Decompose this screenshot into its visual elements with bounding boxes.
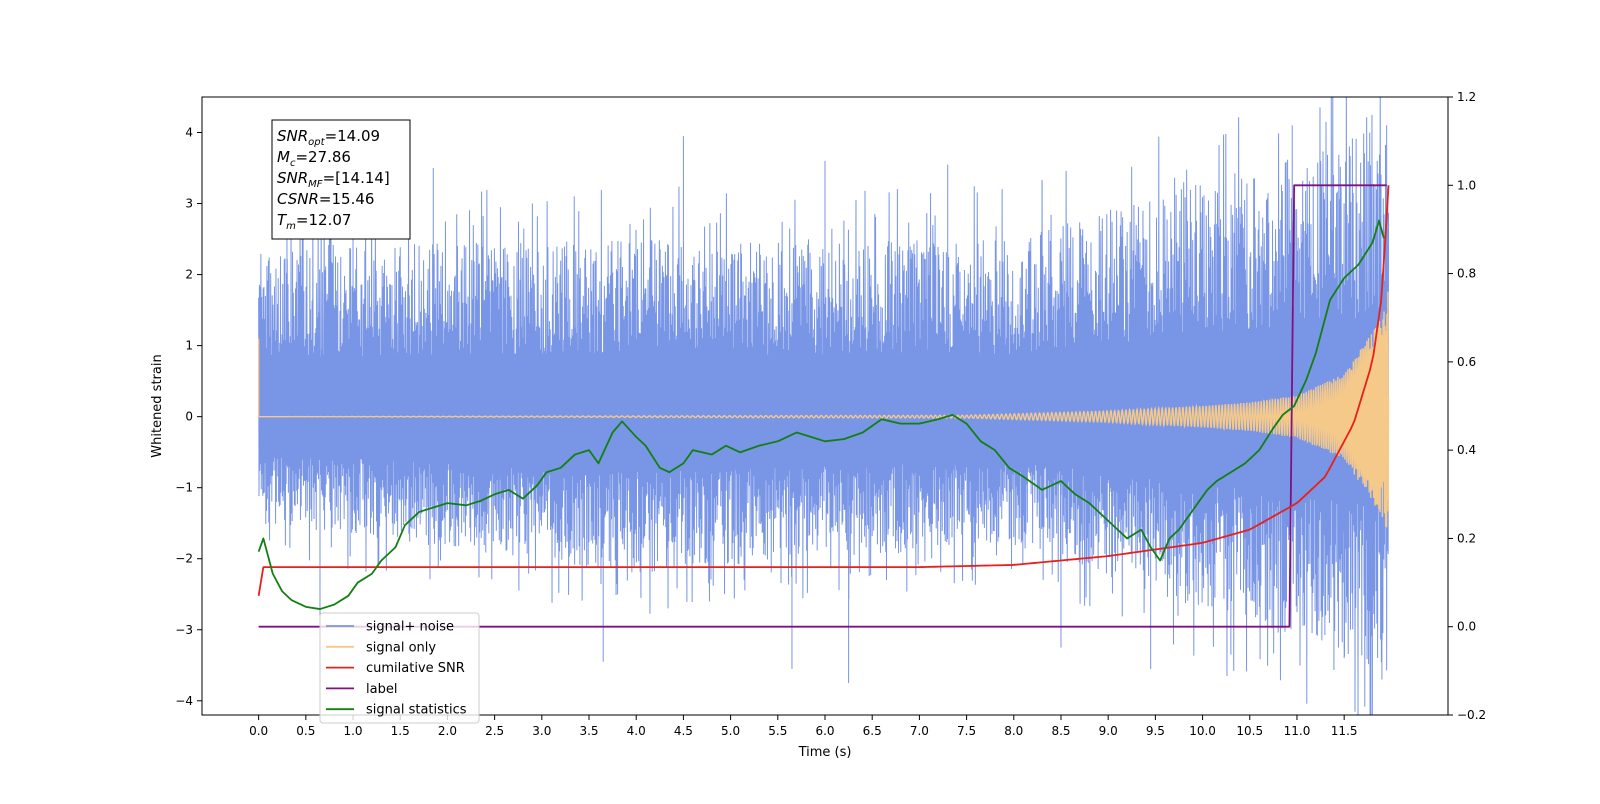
x-tick-label: 8.5 [1051, 724, 1070, 738]
y-axis-left: −4 −3 −2 −1 0 1 2 3 4 [175, 126, 202, 708]
y-left-tick-label: −4 [175, 694, 193, 708]
x-tick-label: 8.0 [1004, 724, 1023, 738]
y-left-tick-label: −1 [175, 481, 193, 495]
y-left-tick-label: 4 [185, 126, 193, 140]
y-left-tick-label: 0 [185, 410, 193, 424]
y-right-tick-label: 1.2 [1457, 90, 1476, 104]
x-tick-label: 10.5 [1236, 724, 1263, 738]
series-layer [257, 97, 1390, 715]
y-left-tick-label: 3 [185, 197, 193, 211]
annotation-line: SNRopt=14.09 [277, 127, 380, 148]
x-tick-label: 5.5 [768, 724, 787, 738]
annotation-value: =12.07 [296, 211, 352, 229]
y-right-tick-label: 0.0 [1457, 620, 1476, 634]
x-tick-label: 6.5 [863, 724, 882, 738]
x-tick-label: 3.0 [532, 724, 551, 738]
annotation-line: Tm=12.07 [277, 211, 351, 232]
annotation-subscript: m [286, 221, 296, 232]
y-right-tick-label: −0.2 [1457, 708, 1486, 722]
legend-label: label [366, 682, 397, 697]
x-tick-label: 7.5 [957, 724, 976, 738]
x-tick-label: 6.0 [815, 724, 834, 738]
legend-label: signal only [366, 640, 436, 655]
y-left-tick-label: 1 [185, 339, 193, 353]
annotation-value: =27.86 [295, 148, 351, 166]
x-tick-label: 11.0 [1284, 724, 1311, 738]
y-right-tick-label: 0.8 [1457, 267, 1476, 281]
annotation-line: Mc=27.86 [277, 148, 351, 169]
annotation-lines: SNRopt=14.09Mc=27.86SNRMF=[14.14]CSNR=15… [277, 127, 390, 232]
annotation-box: SNRopt=14.09Mc=27.86SNRMF=[14.14]CSNR=15… [271, 119, 411, 240]
annotation-value: =[14.14] [323, 169, 390, 187]
legend-items: signal+ noise signal only cumilative SNR la… [326, 620, 467, 718]
y-right-tick-label: 0.6 [1457, 355, 1476, 369]
x-tick-label: 11.5 [1331, 724, 1358, 738]
x-tick-label: 1.5 [391, 724, 410, 738]
annotation-symbol: SNR [277, 127, 308, 145]
x-tick-label: 0.0 [249, 724, 268, 738]
x-tick-label: 2.5 [485, 724, 504, 738]
annotation-line: SNRMF=[14.14] [277, 169, 390, 190]
annotation-symbol: M [277, 148, 290, 166]
annotation-subscript: c [290, 158, 296, 169]
series-cumulative-snr-line [257, 185, 1390, 596]
annotation-symbol: CSNR [277, 190, 319, 208]
annotation-symbol: T [277, 211, 288, 229]
annotation-line: CSNR=15.46 [277, 190, 374, 208]
legend-label: cumilative SNR [366, 661, 465, 676]
legend-label: signal statistics [366, 703, 467, 718]
series-signal-only-line [257, 291, 1390, 528]
x-tick-label: 4.0 [627, 724, 646, 738]
x-axis-label: Time (s) [798, 745, 852, 760]
y-axis-left-label: Whitened strain [150, 354, 165, 457]
annotation-symbol: SNR [277, 169, 308, 187]
y-left-tick-label: 2 [185, 268, 193, 282]
legend-frame [319, 612, 480, 724]
legend-label: signal+ noise [366, 620, 454, 635]
annotation-subscript: MF [308, 179, 323, 190]
x-tick-label: 4.5 [674, 724, 693, 738]
x-tick-label: 2.0 [438, 724, 457, 738]
annotation-value: =14.09 [325, 127, 381, 145]
y-right-tick-label: 0.2 [1457, 531, 1476, 545]
x-tick-label: 10.0 [1189, 724, 1216, 738]
legend: signal+ noise signal only cumilative SNR la… [319, 612, 480, 724]
x-tick-label: 1.0 [343, 724, 362, 738]
y-right-tick-label: 1.0 [1457, 178, 1476, 192]
y-right-tick-label: 0.4 [1457, 443, 1476, 457]
x-axis: 0.0 0.5 1.0 1.5 2.0 2.5 3.0 3.5 4.0 4.5 5.0 5.5 6.0 6… [249, 715, 1358, 738]
x-tick-label: 9.5 [1146, 724, 1165, 738]
x-tick-label: 9.0 [1099, 724, 1118, 738]
series-label-line [258, 184, 1387, 628]
x-tick-label: 5.0 [721, 724, 740, 738]
annotation-frame [271, 119, 411, 240]
x-tick-label: 7.0 [910, 724, 929, 738]
y-left-tick-label: −2 [175, 552, 193, 566]
y-axis-right: −0.2 0.0 0.2 0.4 0.6 0.8 1.0 1.2 [1448, 90, 1486, 722]
x-tick-label: 0.5 [296, 724, 315, 738]
annotation-value: =15.46 [319, 190, 375, 208]
series-signal-statistics-line [257, 219, 1385, 610]
y-left-tick-label: −3 [175, 623, 193, 637]
x-tick-label: 3.5 [579, 724, 598, 738]
annotation-subscript: opt [308, 137, 325, 148]
